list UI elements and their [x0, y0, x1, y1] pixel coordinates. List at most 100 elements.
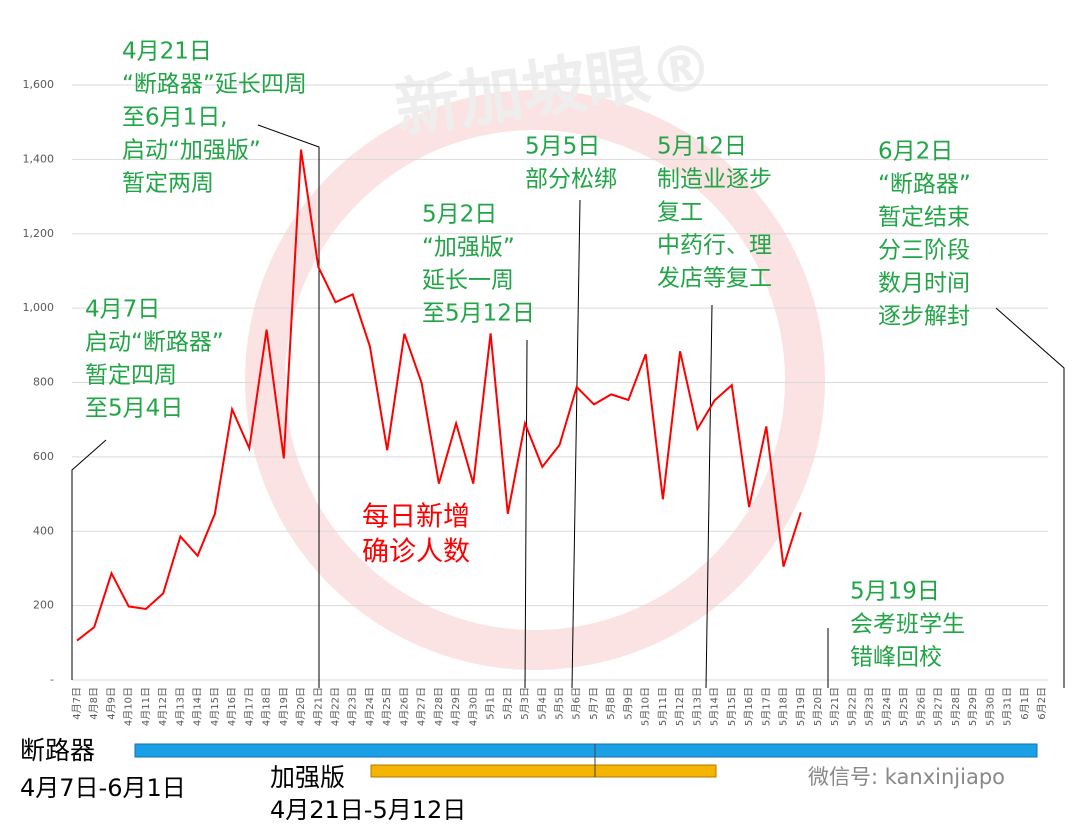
annotation: 逐步解封 [878, 304, 970, 330]
x-tick-label: 4月19日 [278, 687, 290, 726]
connector [995, 307, 1065, 688]
y-tick-label: - [50, 673, 54, 686]
x-tick-label: 5月23日 [864, 687, 876, 726]
period-range: 4月7日-6月1日 [20, 774, 186, 802]
x-tick-label: 5月1日 [485, 687, 497, 720]
annotation: 发店等复工 [657, 266, 772, 292]
annotation: 至6月1日, [122, 105, 228, 131]
x-tick-label: 5月16日 [743, 687, 755, 726]
x-tick-label: 5月11日 [657, 687, 669, 726]
x-tick-label: 6月2日 [1036, 687, 1048, 720]
connector [524, 339, 528, 689]
annotation: 至5月12日 [422, 301, 535, 327]
annotation: 4月21日 [122, 39, 212, 65]
x-tick-label: 4月8日 [88, 687, 100, 720]
x-tick-label: 5月9日 [622, 687, 634, 720]
x-tick-label: 4月24日 [364, 687, 376, 726]
annotation: 暂定结束 [878, 205, 970, 231]
annotation: 启动“断路器” [85, 330, 224, 356]
x-tick-label: 5月3日 [519, 687, 531, 720]
annotation: 制造业逐步 [657, 167, 772, 193]
x-tick-label: 6月1日 [1019, 687, 1031, 720]
y-tick-label: 200 [33, 599, 54, 612]
y-tick-label: 1,200 [23, 227, 55, 240]
x-tick-label: 4月16日 [226, 687, 238, 726]
x-tick-label: 5月7日 [588, 687, 600, 720]
x-tick-label: 5月15日 [726, 687, 738, 726]
x-tick-label: 4月14日 [192, 687, 204, 726]
x-tick-label: 5月4日 [536, 687, 548, 720]
annotation: 暂定两周 [122, 171, 214, 197]
connector [571, 199, 581, 689]
watermark-logo [245, 90, 825, 670]
annotation: 5月12日 [657, 134, 747, 160]
x-tick-label: 4月26日 [398, 687, 410, 726]
x-tick-label: 5月29日 [967, 687, 979, 726]
x-tick-label: 5月21日 [829, 687, 841, 726]
connector [71, 439, 107, 680]
x-tick-label: 5月28日 [950, 687, 962, 726]
x-tick-label: 5月10日 [640, 687, 652, 726]
period-name: 加强版 [270, 763, 345, 792]
x-tick-label: 4月11日 [140, 687, 152, 726]
connectors [71, 124, 1065, 689]
period-range: 4月21日-5月12日 [270, 796, 466, 824]
x-tick-label: 5月30日 [984, 687, 996, 726]
x-tick-label: 5月14日 [709, 687, 721, 726]
annotation: 延长一周 [422, 268, 514, 294]
y-tick-label: 600 [33, 450, 54, 463]
y-tick-label: 1,600 [23, 78, 55, 91]
x-tick-label: 4月22日 [329, 687, 341, 726]
annotation: 部分松绑 [525, 167, 617, 193]
annotation: 5月5日 [525, 134, 600, 160]
annotation: 复工 [657, 200, 703, 226]
annotation: “断路器” [878, 172, 971, 198]
x-tick-label: 5月2日 [502, 687, 514, 720]
x-tick-label: 4月17日 [243, 687, 255, 726]
x-tick-label: 4月27日 [416, 687, 428, 726]
x-tick-label: 5月25日 [898, 687, 910, 726]
annotation: 错峰回校 [850, 645, 942, 671]
x-tick-label: 4月25日 [381, 687, 393, 726]
period-bar [134, 743, 1038, 758]
annotation: 至5月4日 [85, 396, 183, 422]
y-tick-label: 1,000 [23, 301, 55, 314]
x-tick-label: 4月28日 [433, 687, 445, 726]
x-tick-label: 5月27日 [933, 687, 945, 726]
x-tick-label: 5月5日 [554, 687, 566, 720]
period-name: 断路器 [20, 736, 95, 765]
annotation: 4月7日 [85, 297, 160, 323]
connector [705, 304, 713, 689]
x-tick-label: 5月12日 [674, 687, 686, 726]
series-label: 每日新增 [362, 502, 470, 533]
x-tick-label: 5月8日 [605, 687, 617, 720]
x-tick-label: 5月24日 [881, 687, 893, 726]
x-tick-label: 4月18日 [261, 687, 273, 726]
annotation: 分三阶段 [878, 238, 970, 264]
x-tick-label: 4月9日 [105, 687, 117, 720]
x-tick-label: 5月17日 [760, 687, 772, 726]
x-tick-label: 5月19日 [795, 687, 807, 726]
x-tick-label: 5月6日 [571, 687, 583, 720]
annotation: “加强版” [422, 235, 515, 261]
source: 微信号: kanxinjiapo [808, 765, 1005, 789]
x-tick-label: 5月20日 [812, 687, 824, 726]
x-tick-label: 4月29日 [450, 687, 462, 726]
annotation: 5月2日 [422, 202, 497, 228]
x-tick-label: 4月7日 [71, 687, 83, 720]
y-tick-label: 800 [33, 376, 54, 389]
y-tick-label: 1,400 [23, 152, 55, 165]
annotation: 5月19日 [850, 579, 940, 605]
x-tick-label: 4月10日 [123, 687, 135, 726]
series-label: 确诊人数 [362, 537, 470, 568]
x-tick-label: 5月18日 [778, 687, 790, 726]
x-tick-label: 4月21日 [312, 687, 324, 726]
x-tick-label: 4月12日 [157, 687, 169, 726]
x-tick-label: 4月15日 [209, 687, 221, 726]
annotation: 6月2日 [878, 139, 953, 165]
annotation: 数月时间 [878, 271, 970, 297]
annotation: “断路器”延长四周 [122, 72, 307, 98]
x-tick-label: 5月22日 [846, 687, 858, 726]
annotation: 启动“加强版” [122, 138, 261, 164]
